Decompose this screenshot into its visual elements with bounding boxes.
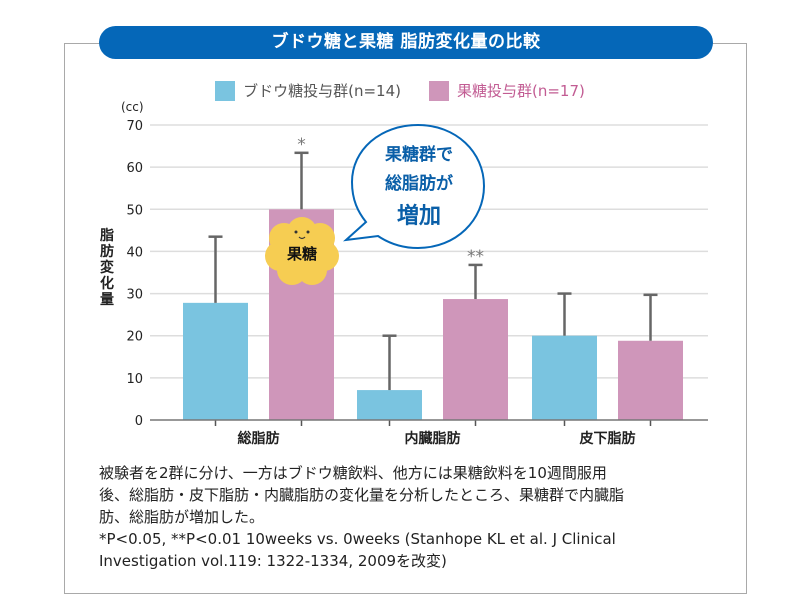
legend-swatch-glucose [215,80,236,101]
caption-line: *P<0.05, **P<0.01 10weeks vs. 0weeks (St… [99,530,616,548]
y-axis-label-char: 量 [100,292,114,308]
y-tick-label: 50 [126,203,143,218]
bar-glucose [532,335,597,420]
y-tick-label: 20 [126,330,143,345]
legend-label-glucose: ブドウ糖投与群(n=14) [243,82,401,100]
badge-eye-icon [294,230,298,234]
x-category-label: 皮下脂肪 [579,430,636,447]
badge-eye-icon [306,230,310,234]
badge-label: 果糖 [286,245,317,263]
legend-label-fructose: 果糖投与群(n=17) [457,82,585,100]
y-axis-unit: (cc) [121,100,144,114]
callout-text: 増加 [397,203,441,229]
y-axis-label-char: 化 [100,276,114,292]
badge-center [282,230,322,270]
callout-text: 果糖群で [385,144,453,165]
legend-item-glucose: ブドウ糖投与群(n=14) [215,80,401,101]
caption-line: 肪、総脂肪が増加した。 [99,508,265,526]
legend: ブドウ糖投与群(n=14) 果糖投与群(n=17) [0,80,800,101]
significance-marker: * [297,135,306,155]
legend-item-fructose: 果糖投与群(n=17) [429,80,585,101]
caption-line: Investigation vol.119: 1322-1334, 2009を改… [99,552,447,570]
y-tick-label: 10 [126,372,143,387]
bar-glucose [183,302,248,420]
y-axis-label: 脂肪変化量 [97,228,117,308]
caption: 被験者を2群に分け、一方はブドウ糖飲料、他方には果糖飲料を10週間服用 後、総脂… [99,462,724,572]
caption-line: 被験者を2群に分け、一方はブドウ糖飲料、他方には果糖飲料を10週間服用 [99,464,607,482]
y-axis-label-char: 肪 [100,244,114,260]
callout-text: 総脂肪が [385,173,453,194]
chart-title-banner: ブドウ糖と果糖 脂肪変化量の比較 [99,26,713,59]
y-axis-label-char: 変 [100,260,114,276]
legend-swatch-fructose [429,80,449,101]
y-tick-label: 0 [135,414,143,429]
x-category-label: 内臓脂肪 [405,430,461,447]
caption-line: 後、総脂肪・皮下脂肪・内臓脂肪の変化量を分析したところ、果糖群で内臓脂 [99,486,625,504]
badge-smile-icon [298,236,306,240]
bar-glucose [357,390,422,420]
callout-bubble [342,123,486,250]
y-tick-label: 30 [126,288,143,303]
x-category-label: 総脂肪 [238,430,280,447]
significance-marker: ** [467,247,484,267]
y-axis-label-char: 脂 [100,228,114,244]
y-tick-label: 60 [126,161,143,176]
y-tick-label: 40 [126,245,143,260]
bar-fructose [618,340,683,420]
y-tick-label: 70 [126,119,143,134]
bar-fructose [443,299,508,420]
